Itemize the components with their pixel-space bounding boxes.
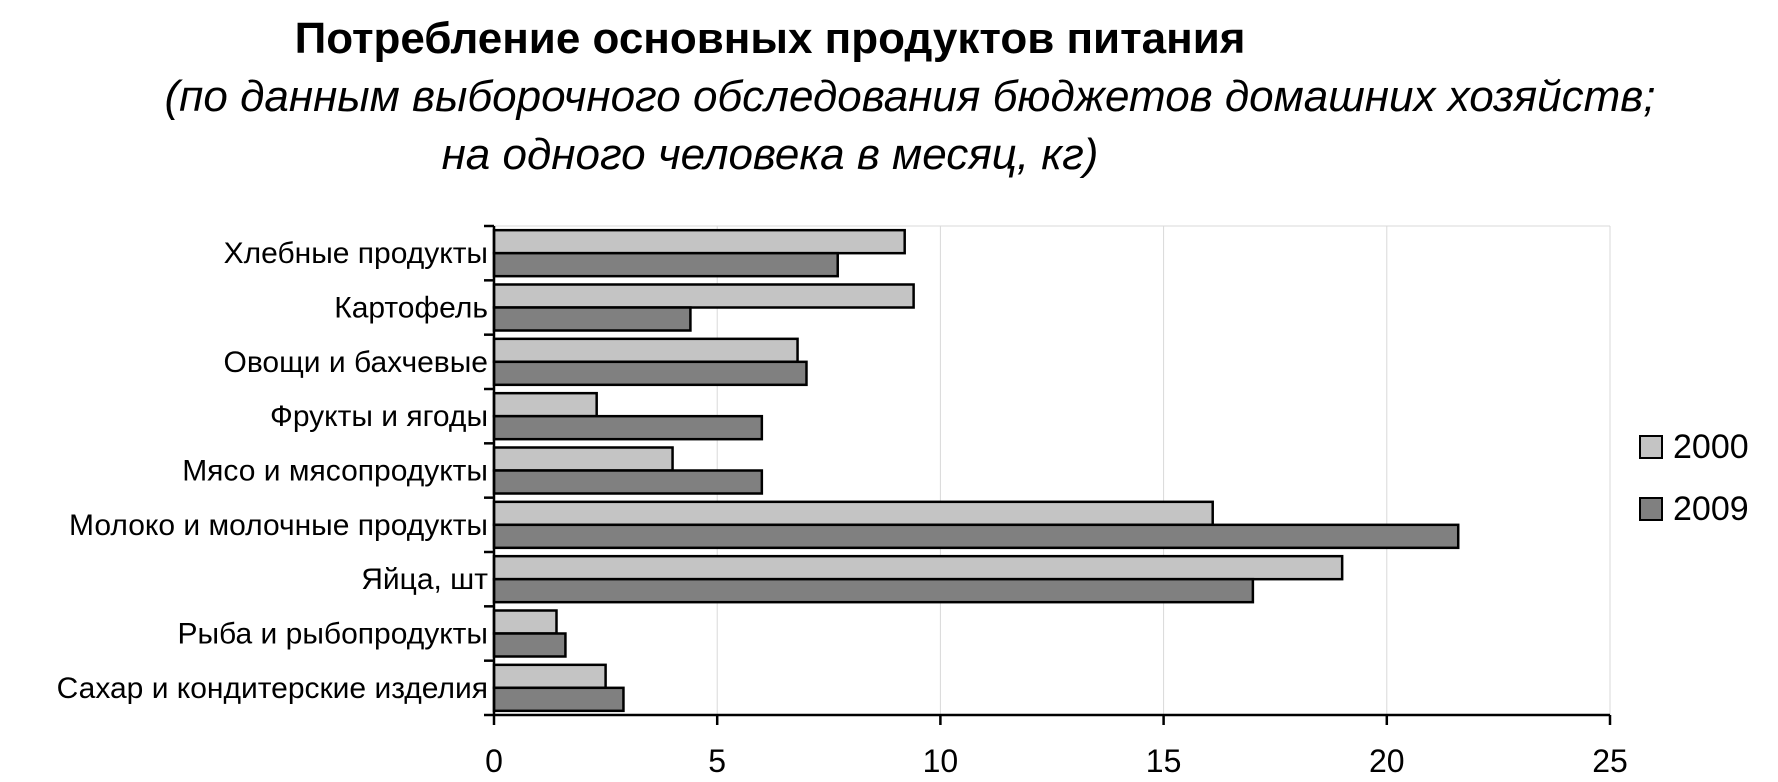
chart-subtitle-line2: на одного человека в месяц, кг)	[441, 130, 1099, 179]
category-label: Мясо и мясопродукты	[182, 455, 488, 488]
chart-subtitle-line1: (по данным выборочного обследования бюдж…	[164, 72, 1656, 121]
bar-2000	[492, 283, 915, 309]
bar-2000	[492, 663, 607, 690]
x-tick-label: 15	[1146, 743, 1182, 779]
bar-2000	[492, 391, 598, 418]
x-tick-label: 5	[708, 743, 726, 779]
bar-2000	[492, 337, 799, 364]
x-tick-label: 10	[923, 743, 959, 779]
legend-swatch-2000	[1639, 435, 1663, 459]
category-label: Картофель	[334, 292, 488, 325]
bar-2000	[492, 228, 906, 255]
bar-2009	[492, 577, 1255, 604]
bar-2009	[492, 523, 1460, 550]
x-tick-label: 20	[1369, 743, 1405, 779]
bar-2000	[492, 500, 1214, 527]
category-label: Молоко и молочные продукты	[69, 509, 488, 542]
x-tick-label: 0	[485, 743, 503, 779]
category-label: Хлебные продукты	[224, 237, 488, 270]
category-label: Сахар и кондитерские изделия	[57, 672, 488, 705]
bar-2000	[492, 609, 558, 635]
legend-label-2000: 2000	[1673, 428, 1749, 466]
bar-2000	[492, 554, 1344, 581]
legend-swatch-2009	[1639, 497, 1663, 521]
category-label: Овощи и бахчевые	[223, 346, 488, 379]
bar-2000	[492, 446, 674, 472]
x-tick-label: 25	[1592, 743, 1628, 779]
category-label: Яйца, шт	[361, 563, 488, 596]
chart-title: Потребление основных продуктов питания	[294, 14, 1246, 63]
legend-label-2009: 2009	[1673, 490, 1749, 528]
bar-2009	[492, 306, 692, 332]
bar-2009	[492, 251, 839, 278]
bar-2009	[492, 469, 764, 495]
bar-2009	[492, 360, 808, 387]
bar-2009	[492, 414, 764, 441]
category-label: Фрукты и ягоды	[270, 400, 488, 433]
category-label: Рыба и рыбопродукты	[177, 618, 488, 651]
bar-2009	[492, 686, 625, 713]
bar-2009	[492, 632, 567, 658]
